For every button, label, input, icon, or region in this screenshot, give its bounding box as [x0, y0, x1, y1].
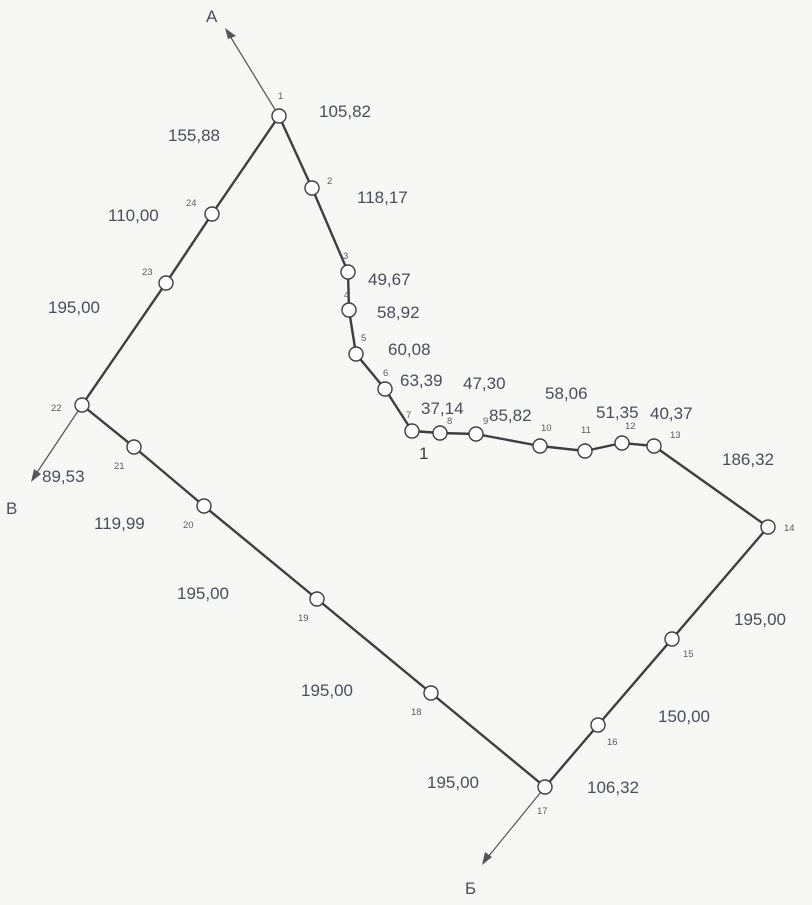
distance-5-6: 60,08: [388, 340, 431, 359]
point-number-24: 24: [186, 198, 197, 209]
distance-14-15: 195,00: [734, 610, 786, 629]
distance-4-5: 58,92: [377, 303, 420, 322]
point-23: [158, 275, 174, 291]
direction-label-a: А: [206, 7, 218, 26]
point-number-4: 4: [344, 290, 349, 301]
distance-10-11: 58,06: [545, 384, 588, 403]
point-15: [664, 631, 680, 647]
point-number-6: 6: [383, 368, 388, 379]
distance-17-18: 195,00: [427, 773, 479, 792]
point-number-9: 9: [483, 416, 488, 427]
ray-v: [35, 404, 83, 475]
point-number-22: 22: [51, 403, 62, 414]
distance-24-1: 155,88: [168, 126, 220, 145]
parcel-number: 1: [419, 444, 428, 463]
point-6: [377, 381, 393, 397]
point-numbers: 1 2 3 4 5 6 7 8 9 10 11 12 13 14 15 16 1…: [51, 91, 795, 817]
distance-20-21: 119,99: [94, 514, 145, 533]
point-18: [423, 685, 439, 701]
point-number-1: 1: [278, 91, 283, 102]
point-number-5: 5: [361, 333, 366, 344]
point-10: [532, 438, 548, 454]
point-number-20: 20: [183, 520, 194, 531]
ray-b: [487, 786, 546, 858]
point-number-19: 19: [298, 613, 309, 624]
distance-2-3: 118,17: [357, 188, 408, 207]
point-13: [646, 438, 662, 454]
distance-19-20: 195,00: [177, 584, 229, 603]
point-number-8: 8: [447, 416, 452, 427]
distance-21-22: 89,53: [42, 467, 85, 486]
point-12: [614, 435, 630, 451]
point-number-13: 13: [670, 430, 681, 441]
distance-18-19: 195,00: [301, 681, 353, 700]
point-number-17: 17: [537, 806, 548, 817]
distance-23-24: 110,00: [108, 206, 159, 225]
point-22: [74, 397, 90, 413]
arrow-v-icon: [31, 469, 41, 482]
distance-16-17: 106,32: [587, 778, 639, 797]
point-14: [760, 519, 776, 535]
point-11: [577, 443, 593, 459]
point-3: [340, 264, 356, 280]
distance-15-16: 150,00: [658, 707, 710, 726]
distance-8-9: 47,30: [463, 374, 506, 393]
point-number-18: 18: [411, 707, 422, 718]
point-7: [404, 423, 420, 439]
distance-9-10: 85,82: [489, 406, 532, 425]
point-16: [590, 717, 606, 733]
point-number-12: 12: [625, 421, 636, 432]
point-9: [468, 426, 484, 442]
point-21: [126, 439, 142, 455]
point-number-16: 16: [607, 737, 618, 748]
distance-3-4: 49,67: [368, 270, 411, 289]
segment-distances: 105,82 118,17 49,67 58,92 60,08 63,39 37…: [42, 102, 786, 797]
point-number-23: 23: [142, 267, 153, 278]
point-number-14: 14: [784, 523, 795, 534]
direction-label-b: Б: [465, 879, 476, 898]
distance-12-13: 40,37: [650, 404, 693, 423]
point-number-11: 11: [581, 425, 591, 436]
point-24: [204, 206, 220, 222]
point-20: [196, 498, 212, 514]
ray-a: [229, 35, 280, 117]
point-1: [271, 108, 287, 124]
point-5: [348, 346, 364, 362]
distance-6-7: 63,39: [400, 371, 443, 390]
point-number-3: 3: [343, 251, 348, 262]
point-number-2: 2: [327, 176, 332, 187]
direction-rays: [31, 28, 546, 865]
point-4: [341, 302, 357, 318]
boundary-points: [74, 108, 776, 795]
distance-1-2: 105,82: [319, 102, 371, 121]
distance-7-8: 37,14: [421, 399, 464, 418]
distance-22-23: 195,00: [48, 298, 100, 317]
distance-11-12: 51,35: [596, 403, 639, 422]
distance-13-14: 186,32: [722, 450, 774, 469]
point-8: [432, 425, 448, 441]
point-number-15: 15: [683, 649, 694, 660]
direction-label-v: В: [6, 499, 17, 518]
arrow-a-icon: [225, 28, 236, 39]
point-number-21: 21: [114, 461, 125, 472]
point-number-10: 10: [541, 423, 552, 434]
arrow-b-icon: [482, 852, 492, 865]
point-17: [537, 779, 553, 795]
point-2: [304, 180, 320, 196]
point-19: [309, 591, 325, 607]
point-number-7: 7: [406, 410, 411, 421]
